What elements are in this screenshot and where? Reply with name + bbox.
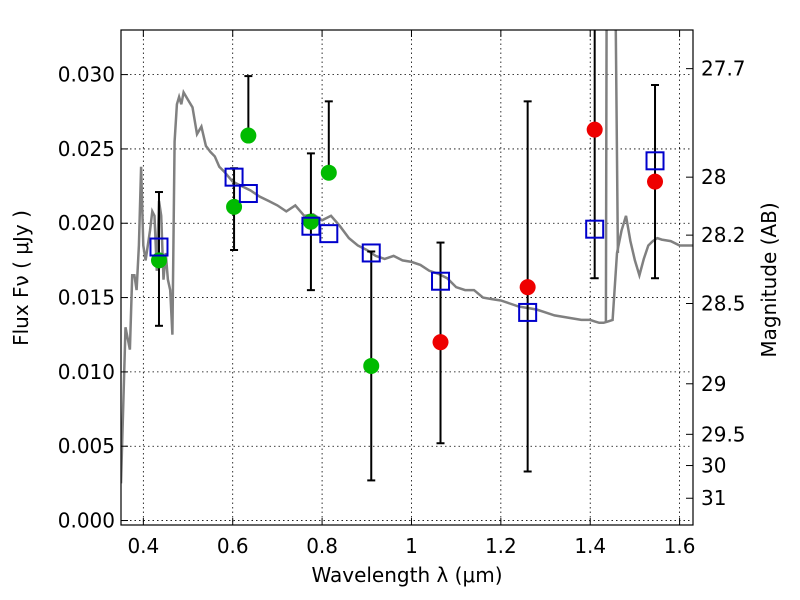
- green-data-point: [302, 213, 319, 230]
- right-tick-label: 28: [701, 165, 726, 189]
- x-tick-label: 1.4: [574, 534, 606, 558]
- model-photometry-square: [431, 271, 451, 291]
- axis-ticks: [121, 30, 693, 525]
- model-photometry-square: [224, 167, 244, 187]
- red-data-point: [432, 334, 449, 351]
- y-axis-title: Flux Fν ( μJy ): [9, 210, 33, 346]
- green-data-point: [240, 127, 257, 144]
- right-tick-label: 27.7: [701, 57, 746, 81]
- red-data-point: [519, 279, 536, 296]
- right-tick-label: 29.5: [701, 422, 746, 446]
- x-tick-label: 1: [405, 534, 418, 558]
- error-bar-layer: [154, 30, 660, 482]
- right-tick-label: 29: [701, 372, 726, 396]
- model-spectrum-spike: [604, 30, 620, 322]
- y-tick-label: 0.015: [58, 286, 115, 310]
- x-tick-label: 0.6: [217, 534, 249, 558]
- x-tick-label: 1.6: [664, 534, 696, 558]
- tick-labels: 0.4 0.6 0.8 1 1.2 1.4 1.6 0.000 0.005 0.010 0.015 0…: [58, 57, 746, 558]
- grid-lines: [121, 30, 693, 525]
- right-tick-label: 28.2: [701, 223, 746, 247]
- green-data-point: [226, 198, 243, 215]
- x-axis-title: Wavelength λ (μm): [311, 563, 502, 587]
- green-data-point: [320, 164, 337, 181]
- x-tick-label: 1.2: [485, 534, 517, 558]
- y-tick-label: 0.030: [58, 63, 115, 87]
- y-tick-label: 0.010: [58, 360, 115, 384]
- point-layer: [149, 121, 665, 374]
- model-photometry-square: [585, 219, 605, 239]
- model-spectrum-layer: [121, 30, 693, 484]
- model-photometry-square: [361, 243, 381, 263]
- y-tick-label: 0.025: [58, 137, 115, 161]
- model-photometry-square: [518, 302, 538, 322]
- plot-content: [121, 30, 693, 484]
- right-tick-label: 30: [701, 454, 726, 478]
- x-tick-label: 0.8: [306, 534, 338, 558]
- right-axis-title: Magnitude (AB): [757, 202, 781, 357]
- right-tick-label: 31: [701, 486, 726, 510]
- red-data-point: [586, 121, 603, 138]
- y-tick-label: 0.000: [58, 509, 115, 533]
- model-spectrum-line: [121, 88, 693, 484]
- plot-frame: [120, 29, 694, 526]
- y-tick-label: 0.005: [58, 434, 115, 458]
- model-photometry-square: [319, 224, 339, 244]
- model-photometry-square: [149, 237, 169, 257]
- y-tick-label: 0.020: [58, 211, 115, 235]
- model-photometry-square: [238, 184, 258, 204]
- green-data-point: [363, 357, 380, 374]
- x-tick-label: 0.4: [127, 534, 159, 558]
- right-tick-label: 28.5: [701, 292, 746, 316]
- red-data-point: [647, 173, 664, 190]
- model-photometry-square: [645, 151, 665, 171]
